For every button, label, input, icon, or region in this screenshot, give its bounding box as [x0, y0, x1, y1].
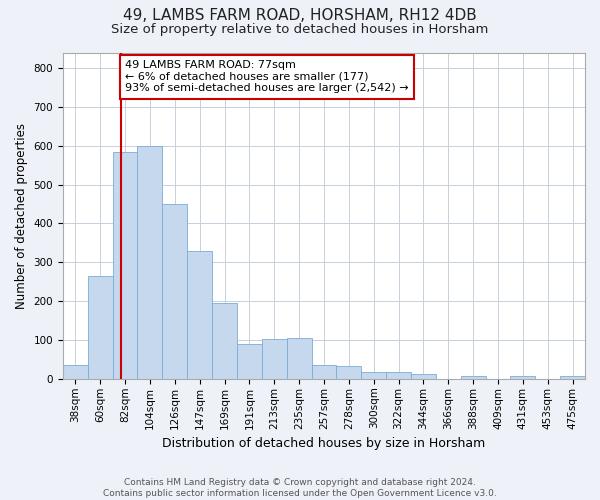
Text: 49 LAMBS FARM ROAD: 77sqm
← 6% of detached houses are smaller (177)
93% of semi-: 49 LAMBS FARM ROAD: 77sqm ← 6% of detach…	[125, 60, 409, 94]
Bar	[337, 366, 361, 379]
Bar	[287, 338, 311, 379]
Bar	[386, 372, 411, 379]
Y-axis label: Number of detached properties: Number of detached properties	[15, 122, 28, 308]
Bar	[560, 376, 585, 379]
Bar	[163, 204, 187, 379]
Text: Size of property relative to detached houses in Horsham: Size of property relative to detached ho…	[112, 22, 488, 36]
X-axis label: Distribution of detached houses by size in Horsham: Distribution of detached houses by size …	[163, 437, 485, 450]
Bar	[262, 340, 287, 379]
Bar	[311, 364, 337, 379]
Bar	[411, 374, 436, 379]
Bar	[361, 372, 386, 379]
Bar	[63, 366, 88, 379]
Text: Contains HM Land Registry data © Crown copyright and database right 2024.
Contai: Contains HM Land Registry data © Crown c…	[103, 478, 497, 498]
Bar	[212, 303, 237, 379]
Bar	[187, 250, 212, 379]
Bar	[137, 146, 163, 379]
Bar	[88, 276, 113, 379]
Bar	[511, 376, 535, 379]
Bar	[237, 344, 262, 379]
Bar	[461, 376, 485, 379]
Text: 49, LAMBS FARM ROAD, HORSHAM, RH12 4DB: 49, LAMBS FARM ROAD, HORSHAM, RH12 4DB	[123, 8, 477, 22]
Bar	[113, 152, 137, 379]
